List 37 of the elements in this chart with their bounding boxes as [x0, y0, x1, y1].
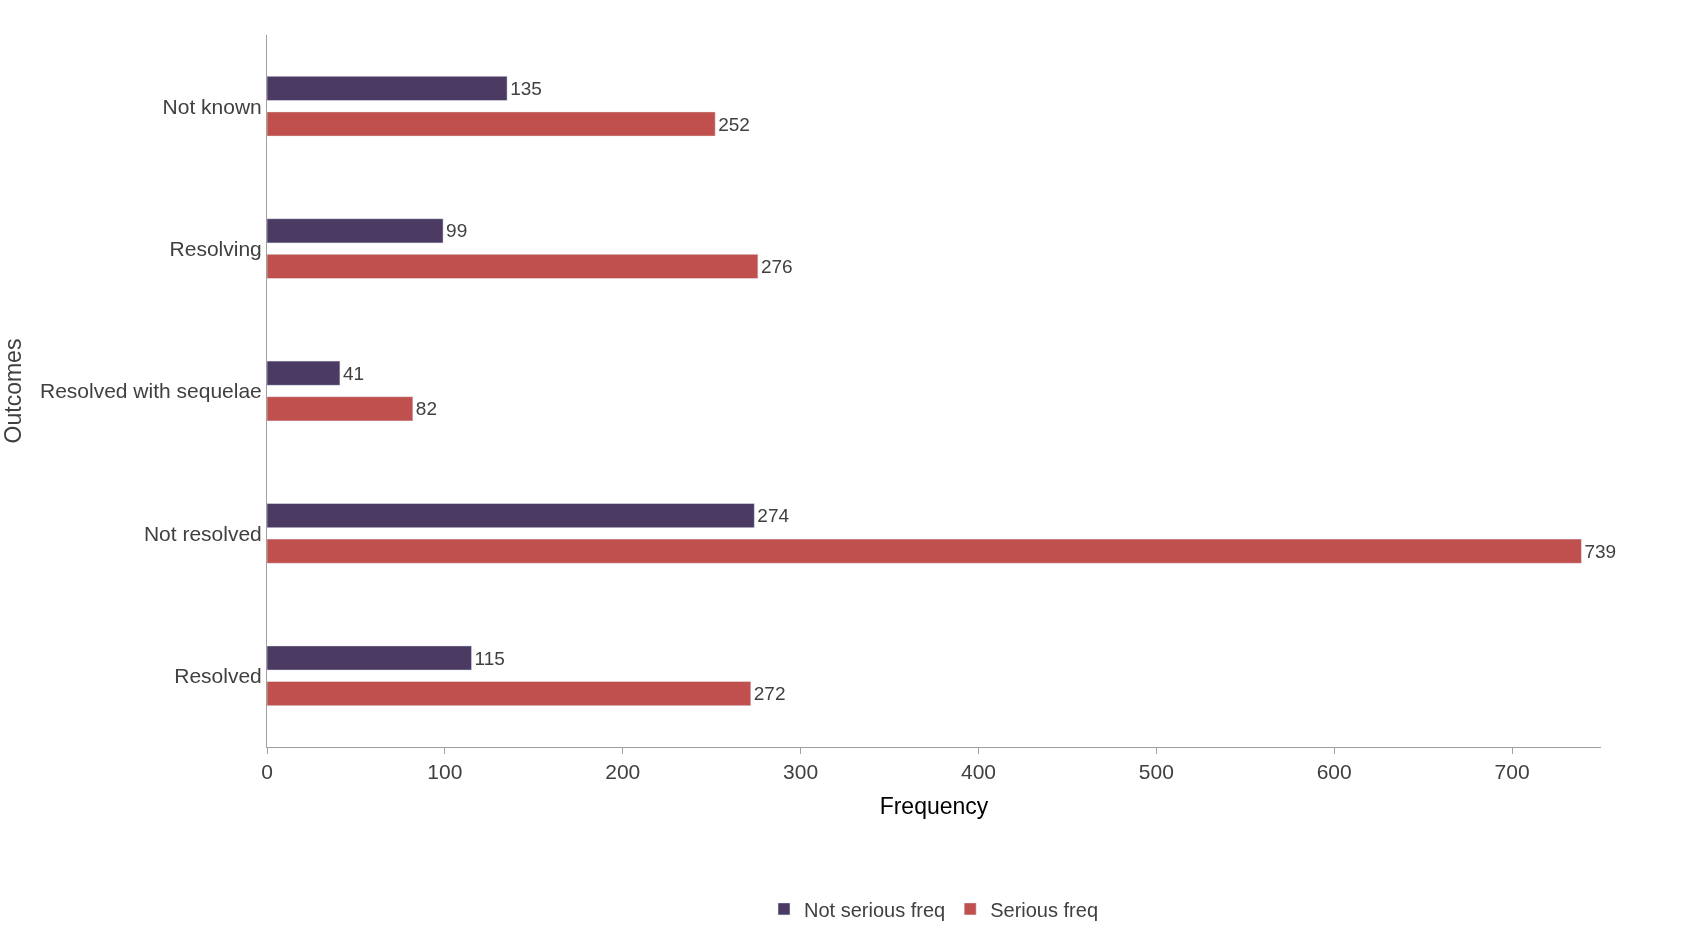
- bar: [267, 360, 341, 386]
- bar: [267, 503, 755, 528]
- x-tick-label: 600: [1316, 760, 1352, 784]
- legend-label: Serious freq: [990, 898, 1099, 921]
- x-tick-label: 100: [427, 760, 463, 784]
- legend-label: Not serious freq: [804, 898, 946, 921]
- x-tick-label: 0: [261, 760, 273, 784]
- bar: [267, 111, 716, 137]
- y-tick-label: Resolving: [169, 236, 262, 260]
- y-tick-label: Not resolved: [143, 521, 262, 545]
- data-label: 252: [718, 113, 750, 135]
- x-axis-title: Frequency: [879, 792, 989, 819]
- bar: [267, 254, 759, 279]
- x-tick-label: 300: [783, 760, 819, 784]
- data-label: 41: [342, 362, 365, 384]
- bar: [267, 681, 752, 706]
- bar: [267, 218, 444, 244]
- data-label: 276: [760, 255, 793, 277]
- bar: [267, 645, 472, 671]
- data-label: 135: [510, 77, 542, 99]
- x-tick-label: 200: [605, 760, 641, 784]
- y-axis-title: Outcomes: [0, 338, 26, 444]
- data-label: 272: [753, 683, 786, 705]
- data-label: 274: [757, 505, 790, 527]
- y-tick-label: Resolved with sequelae: [39, 379, 262, 403]
- x-tick-label: 400: [960, 760, 996, 784]
- x-tick-label: 700: [1494, 760, 1530, 784]
- data-label: 99: [446, 220, 468, 242]
- data-label: 115: [474, 647, 505, 669]
- data-label: 739: [1584, 540, 1617, 562]
- y-tick-label: Resolved: [174, 664, 262, 688]
- bar: [267, 76, 508, 101]
- data-label: 82: [415, 398, 437, 420]
- y-tick-label: Not known: [162, 94, 262, 118]
- x-tick-label: 500: [1138, 760, 1174, 784]
- bar: [267, 538, 1582, 564]
- bar: [267, 396, 414, 422]
